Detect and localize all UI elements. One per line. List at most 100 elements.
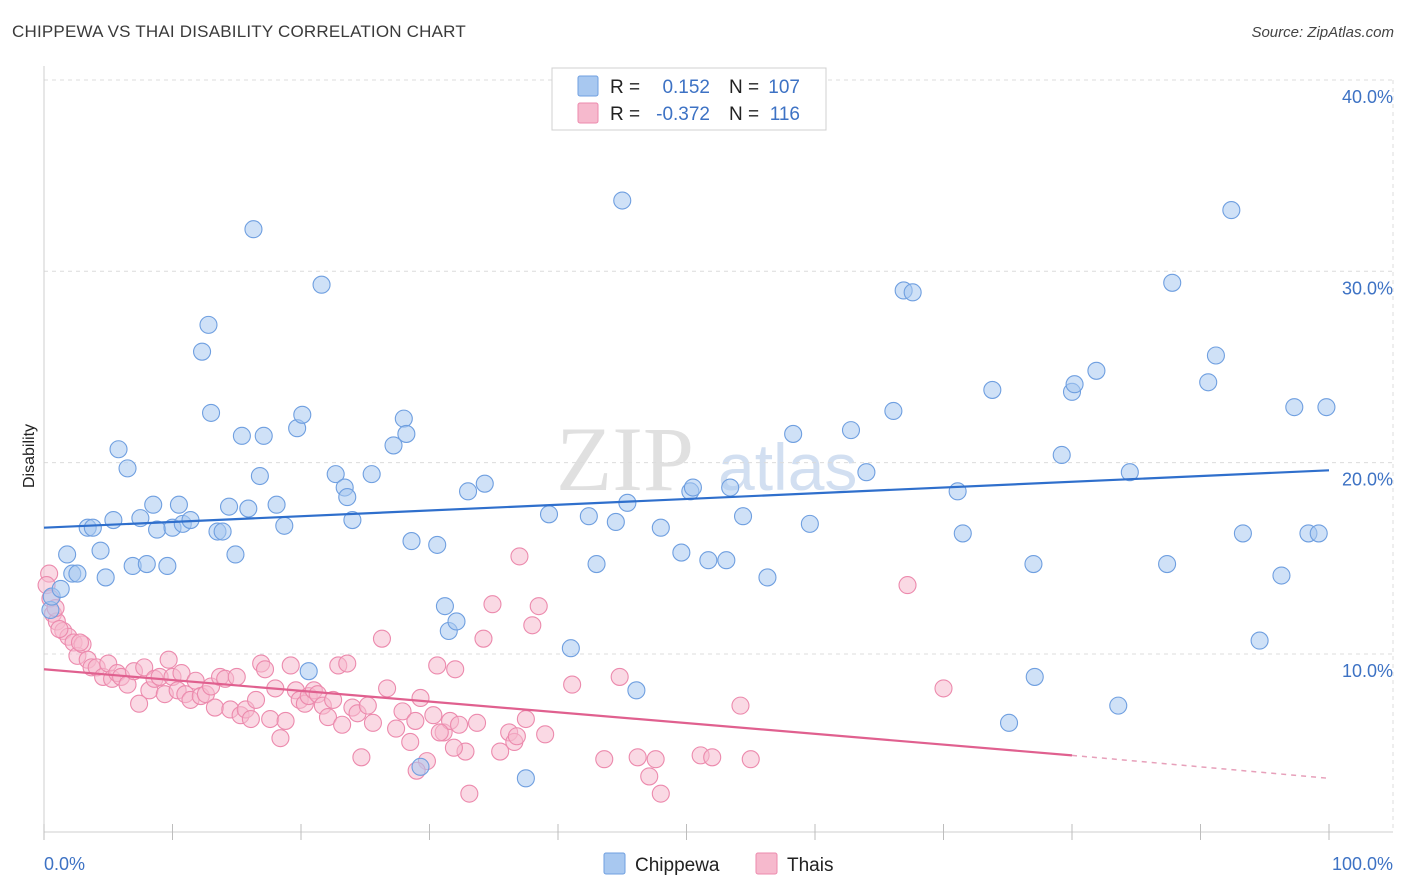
data-point-thais — [651, 784, 670, 803]
y-tick-labels: 10.0% 20.0% 30.0% 40.0% — [1342, 87, 1393, 681]
data-point-thais — [130, 694, 149, 713]
data-point-chippewa — [1199, 373, 1218, 392]
data-point-thais — [467, 713, 487, 732]
data-point-thais — [358, 696, 377, 715]
data-point-thais — [424, 706, 443, 725]
data-point-thais — [510, 547, 529, 566]
data-point-chippewa — [338, 488, 357, 507]
data-point-chippewa — [841, 421, 861, 440]
data-point-chippewa — [999, 713, 1019, 732]
data-point-chippewa — [516, 769, 535, 788]
data-point-thais — [491, 742, 510, 761]
data-point-chippewa — [219, 497, 239, 516]
series-chippewa — [41, 191, 1336, 788]
y-tick-label: 20.0% — [1342, 470, 1393, 490]
y-axis-label: Disability — [21, 424, 38, 488]
data-point-chippewa — [226, 545, 245, 564]
data-point-thais — [731, 696, 750, 715]
bottom-legend-chippewa: Chippewa — [635, 855, 720, 876]
legend-swatch-chippewa — [577, 75, 599, 97]
legend-n-value-thais: 116 — [770, 104, 800, 125]
data-point-chippewa — [800, 514, 819, 533]
data-point-thais — [135, 658, 154, 677]
data-point-chippewa — [953, 524, 972, 543]
x-tick-label-min: 0.0% — [44, 854, 85, 874]
bottom-legend-swatch-chippewa — [603, 852, 626, 875]
data-point-thais — [227, 667, 246, 686]
data-point-thais — [205, 698, 224, 717]
data-point-thais — [241, 709, 260, 729]
data-point-chippewa — [267, 495, 286, 514]
data-point-chippewa — [384, 436, 403, 455]
data-point-thais — [378, 679, 397, 698]
legend-r-value-chippewa: 0.152 — [662, 77, 710, 98]
chart-source: Source: ZipAtlas.com — [1251, 24, 1394, 41]
data-point-chippewa — [1025, 667, 1044, 686]
data-point-chippewa — [1233, 524, 1252, 543]
data-point-chippewa — [104, 510, 123, 530]
data-point-chippewa — [475, 474, 494, 493]
data-point-chippewa — [613, 191, 632, 210]
data-point-chippewa — [561, 639, 580, 658]
legend-r-value-thais: -0.372 — [656, 104, 710, 125]
data-point-thais — [460, 784, 479, 803]
data-point-thais — [281, 656, 300, 675]
data-point-chippewa — [1065, 375, 1084, 394]
data-point-chippewa — [758, 568, 777, 587]
legend-swatch-thais — [577, 102, 599, 124]
trend-lines — [43, 469, 1330, 780]
bottom-legend: Chippewa Thais — [603, 852, 833, 876]
data-point-chippewa — [983, 380, 1002, 399]
data-point-thais — [741, 750, 760, 769]
y-tick-label: 40.0% — [1342, 87, 1393, 107]
data-point-chippewa — [275, 516, 294, 535]
data-point-thais — [352, 748, 371, 767]
legend-r-label-chippewa: R = — [610, 77, 640, 98]
data-point-chippewa — [447, 612, 466, 631]
data-point-chippewa — [587, 554, 606, 574]
data-point-thais — [338, 654, 357, 673]
data-point-chippewa — [91, 541, 110, 560]
data-point-chippewa — [1120, 463, 1139, 482]
data-point-chippewa — [1163, 273, 1182, 292]
data-point-chippewa — [51, 579, 70, 598]
data-points — [37, 191, 1336, 803]
data-point-chippewa — [1158, 554, 1177, 574]
data-point-chippewa — [68, 564, 87, 583]
data-point-chippewa — [402, 532, 421, 551]
data-point-thais — [333, 715, 352, 734]
data-point-thais — [401, 732, 420, 752]
data-point-thais — [387, 719, 406, 738]
data-point-thais — [536, 725, 555, 744]
data-point-chippewa — [857, 463, 876, 482]
data-point-thais — [595, 750, 614, 769]
data-point-thais — [50, 620, 69, 639]
data-point-chippewa — [193, 342, 212, 361]
data-point-chippewa — [733, 507, 753, 526]
data-point-thais — [507, 727, 526, 746]
data-point-thais — [271, 729, 290, 748]
axes — [43, 66, 1393, 840]
data-point-chippewa — [672, 543, 691, 562]
data-point-thais — [406, 711, 425, 730]
data-point-chippewa — [250, 466, 269, 486]
legend-n-value-chippewa: 107 — [768, 77, 800, 98]
data-point-thais — [411, 688, 430, 708]
data-point-chippewa — [1272, 566, 1291, 585]
chart-title: CHIPPEWA VS THAI DISABILITY CORRELATION … — [12, 22, 466, 41]
data-point-chippewa — [717, 551, 736, 570]
trend-line-chippewa — [43, 469, 1330, 529]
data-point-thais — [246, 690, 266, 709]
data-point-thais — [255, 660, 275, 679]
data-point-thais — [393, 702, 412, 721]
data-point-chippewa — [1052, 445, 1071, 465]
data-point-chippewa — [96, 568, 115, 587]
data-point-chippewa — [213, 522, 232, 541]
data-point-thais — [363, 713, 383, 732]
data-point-chippewa — [158, 556, 177, 576]
data-point-thais — [474, 629, 493, 648]
data-point-thais — [159, 650, 178, 669]
data-point-thais — [276, 711, 295, 730]
data-point-chippewa — [83, 518, 102, 537]
data-point-thais — [430, 723, 449, 742]
